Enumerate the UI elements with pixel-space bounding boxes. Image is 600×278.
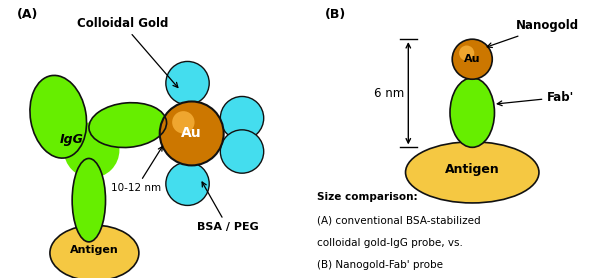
Circle shape bbox=[160, 101, 224, 165]
Text: Nanogold: Nanogold bbox=[487, 19, 579, 48]
Circle shape bbox=[167, 109, 217, 158]
Circle shape bbox=[452, 39, 492, 79]
Circle shape bbox=[220, 96, 264, 140]
Circle shape bbox=[160, 101, 224, 165]
Circle shape bbox=[185, 127, 198, 140]
Circle shape bbox=[161, 103, 222, 164]
Circle shape bbox=[184, 126, 199, 141]
Circle shape bbox=[181, 123, 202, 144]
Circle shape bbox=[163, 104, 221, 163]
Text: Antigen: Antigen bbox=[445, 163, 500, 176]
Circle shape bbox=[166, 162, 209, 205]
Circle shape bbox=[175, 117, 208, 150]
Text: Colloidal Gold: Colloidal Gold bbox=[77, 17, 178, 88]
Text: colloidal gold-IgG probe, vs.: colloidal gold-IgG probe, vs. bbox=[317, 238, 463, 248]
Circle shape bbox=[178, 120, 205, 147]
Circle shape bbox=[182, 124, 201, 143]
Circle shape bbox=[174, 116, 209, 151]
Text: (A): (A) bbox=[17, 8, 38, 21]
Circle shape bbox=[173, 114, 211, 153]
Ellipse shape bbox=[50, 225, 139, 278]
Text: 10-12 nm: 10-12 nm bbox=[111, 147, 163, 193]
Ellipse shape bbox=[89, 103, 167, 148]
Circle shape bbox=[187, 129, 196, 138]
Text: BSA / PEG: BSA / PEG bbox=[197, 182, 259, 232]
Ellipse shape bbox=[72, 158, 106, 242]
Text: Au: Au bbox=[464, 54, 481, 64]
Ellipse shape bbox=[450, 78, 494, 147]
Circle shape bbox=[164, 106, 220, 161]
Ellipse shape bbox=[64, 122, 119, 178]
Circle shape bbox=[166, 107, 218, 160]
Text: IgG: IgG bbox=[60, 133, 84, 145]
Circle shape bbox=[169, 110, 215, 157]
Ellipse shape bbox=[406, 142, 539, 203]
Circle shape bbox=[170, 111, 214, 155]
Circle shape bbox=[172, 111, 194, 133]
Ellipse shape bbox=[30, 75, 86, 158]
Text: Fab': Fab' bbox=[497, 91, 575, 106]
Text: Antigen: Antigen bbox=[70, 245, 119, 255]
Text: (A) conventional BSA-stabilized: (A) conventional BSA-stabilized bbox=[317, 215, 480, 225]
Circle shape bbox=[166, 61, 209, 105]
Text: 6 nm: 6 nm bbox=[374, 87, 404, 100]
Text: Size comparison:: Size comparison: bbox=[317, 192, 417, 202]
Circle shape bbox=[177, 119, 206, 148]
Circle shape bbox=[459, 46, 474, 61]
Text: Au: Au bbox=[181, 126, 202, 140]
Circle shape bbox=[171, 113, 212, 154]
Text: (B) Nanogold-Fab' probe: (B) Nanogold-Fab' probe bbox=[317, 260, 443, 270]
Text: (B): (B) bbox=[325, 8, 346, 21]
Circle shape bbox=[180, 121, 203, 145]
Circle shape bbox=[220, 130, 264, 173]
